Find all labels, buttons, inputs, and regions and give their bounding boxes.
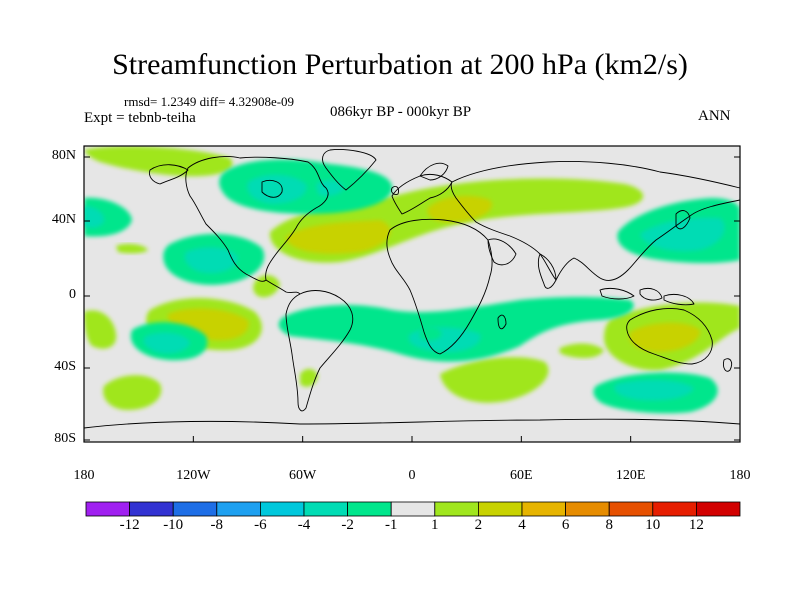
field-neg-west-atlantic-core (84, 206, 105, 228)
lat-tick-label: 40S (54, 359, 76, 374)
field-pos-atlantic-core (285, 220, 391, 254)
colorbar-swatch (608, 501, 654, 517)
field-neg-southern-ocean-core (614, 379, 694, 401)
lon-tick-label: 60E (510, 468, 533, 483)
lat-tick-label: 80S (54, 431, 76, 446)
field-pos-south-atlantic (440, 357, 549, 403)
colorbar-swatch (696, 501, 741, 517)
colorbar-swatch (565, 501, 610, 517)
colorbar-swatch (129, 501, 174, 517)
field-neg-south-pacific-low-core (143, 332, 190, 354)
colorbar-label: -1 (384, 517, 398, 533)
field-pos-australia-core (629, 322, 701, 352)
colorbar-swatch (521, 501, 566, 517)
experiment-label: Expt = tebnb-teiha (84, 110, 196, 126)
field-pos-south-america (300, 368, 318, 387)
lat-tick-label: 80N (51, 148, 76, 163)
colorbar-swatch (347, 501, 392, 517)
field-pos-europe-core (427, 195, 492, 223)
colorbar-label: -12 (119, 517, 140, 533)
lat-tick-label: 40N (51, 212, 76, 227)
colorbar-swatch (477, 501, 523, 517)
colorbar-swatch (172, 501, 218, 517)
lon-tick-label: 180 (729, 468, 751, 483)
colorbar-swatch (216, 501, 261, 517)
period-label: 086kyr BP - 000kyr BP (330, 104, 472, 120)
latitude-ticks (84, 156, 740, 441)
colorbar-swatch (434, 501, 479, 517)
stats-line: rmsd= 1.2349 diff= 4.32908e-09 (124, 94, 295, 109)
colorbar-label: 8 (605, 517, 613, 533)
colorbar-swatch (652, 501, 697, 517)
chart-title: Streamfunction Perturbation at 200 hPa (… (112, 48, 688, 81)
colorbar-label: -2 (341, 517, 354, 533)
lon-tick-label: 180 (73, 468, 95, 483)
lon-tick-label: 120E (615, 468, 646, 483)
colorbar-swatch (390, 501, 436, 517)
colorbar-swatch (259, 501, 305, 517)
colorbar-swatch (303, 501, 348, 517)
longitude-ticks (83, 436, 741, 442)
field-pos-west-pacific-tip (84, 310, 117, 349)
lon-tick-label: 120W (176, 468, 211, 483)
field-pos-small-west (116, 243, 148, 254)
coastlines (83, 149, 741, 429)
field-neg-west-pacific-core (640, 217, 725, 252)
contour-fields (84, 146, 740, 414)
field-neg-east-pacific-core (184, 247, 238, 274)
colorbar-label: -10 (163, 517, 184, 533)
colorbar-label: 6 (561, 517, 570, 533)
colorbar-label: 2 (474, 517, 483, 533)
colorbar-label: -8 (210, 517, 224, 533)
colorbar-label: -6 (254, 517, 267, 533)
colorbar-label: 4 (518, 517, 526, 533)
field-pos-north-pacific (84, 146, 233, 177)
colorbar (85, 501, 741, 517)
field-pos-southern-pacific (103, 375, 162, 410)
lat-tick-label: 0 (69, 287, 76, 302)
colorbar-label: 10 (645, 517, 661, 533)
colorbar-swatch (85, 501, 130, 517)
lon-tick-label: 60W (289, 468, 317, 483)
field-pos-south-indian (559, 343, 604, 358)
colorbar-label: -4 (297, 517, 311, 533)
lon-tick-label: 0 (408, 468, 416, 483)
colorbar-label: 1 (431, 517, 439, 533)
season-label: ANN (698, 108, 731, 124)
colorbar-label: 12 (688, 517, 704, 533)
